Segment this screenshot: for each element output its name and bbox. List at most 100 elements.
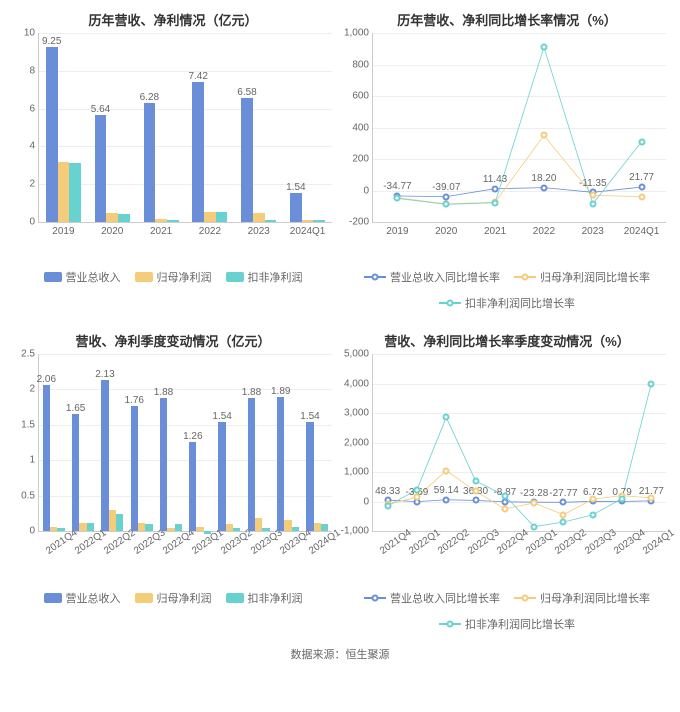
x-tick: 2019 bbox=[386, 222, 408, 237]
chart-grid: 历年营收、净利情况（亿元） 02468102019202020212022202… bbox=[8, 4, 672, 642]
legend-item: 扣非净利润同比增长率 bbox=[439, 616, 575, 632]
legend-swatch-icon bbox=[226, 272, 244, 282]
bar bbox=[218, 422, 225, 531]
line-marker bbox=[413, 494, 420, 501]
line-marker bbox=[384, 502, 391, 509]
line-marker bbox=[589, 192, 596, 199]
y-tick: 600 bbox=[352, 91, 373, 102]
line-marker bbox=[531, 499, 538, 506]
line-marker bbox=[492, 199, 499, 206]
plot-area: -20002004006008001,000201920202021202220… bbox=[342, 33, 672, 263]
value-label: 6.58 bbox=[237, 87, 256, 98]
value-label: 48.33 bbox=[375, 486, 400, 497]
y-tick: 400 bbox=[352, 122, 373, 133]
y-tick: 2 bbox=[29, 179, 39, 190]
bar bbox=[302, 220, 314, 222]
chart-title: 营收、净利季度变动情况（亿元） bbox=[8, 325, 338, 354]
legend-label: 营业总收入 bbox=[66, 269, 121, 285]
y-tick: 1.5 bbox=[21, 419, 39, 430]
bar bbox=[50, 527, 57, 531]
line-marker bbox=[443, 467, 450, 474]
legend-item: 扣非净利润 bbox=[226, 590, 303, 606]
value-label: 1.26 bbox=[183, 431, 202, 442]
line-marker bbox=[589, 200, 596, 207]
value-label: -11.35 bbox=[579, 178, 607, 189]
bar bbox=[277, 397, 284, 531]
bar bbox=[43, 385, 50, 531]
chart-title: 历年营收、净利情况（亿元） bbox=[8, 4, 338, 33]
legend-item: 归母净利润同比增长率 bbox=[514, 590, 650, 606]
chart-title: 营收、净利同比增长率季度变动情况（%） bbox=[342, 325, 672, 354]
x-tick: 2020 bbox=[435, 222, 457, 237]
legend-label: 归母净利润 bbox=[157, 269, 212, 285]
bar bbox=[167, 528, 174, 531]
legend-line-icon bbox=[364, 276, 386, 278]
value-label: 59.14 bbox=[434, 485, 459, 496]
bar bbox=[189, 442, 196, 531]
bar bbox=[69, 163, 81, 222]
legend-label: 营业总收入 bbox=[66, 590, 121, 606]
value-label: 1.88 bbox=[242, 387, 261, 398]
legend-label: 营业总收入同比增长率 bbox=[390, 590, 500, 606]
line-marker bbox=[501, 492, 508, 499]
line-marker bbox=[560, 519, 567, 526]
y-tick: 3,000 bbox=[344, 408, 373, 419]
y-tick: 2 bbox=[29, 384, 39, 395]
line-marker bbox=[638, 193, 645, 200]
bar bbox=[101, 380, 108, 531]
legend-line-icon bbox=[364, 597, 386, 599]
legend-line-icon bbox=[514, 597, 536, 599]
value-label: 1.76 bbox=[124, 395, 143, 406]
bar bbox=[116, 514, 123, 531]
bar bbox=[106, 213, 118, 222]
bar bbox=[58, 162, 70, 222]
legend-label: 归母净利润 bbox=[157, 590, 212, 606]
bar bbox=[131, 406, 138, 531]
plot-area: -1,00001,0002,0003,0004,0005,0002021Q420… bbox=[342, 354, 672, 584]
legend: 营业总收入 归母净利润扣非净利润 bbox=[8, 584, 338, 616]
line-marker bbox=[443, 414, 450, 421]
y-tick: 5,000 bbox=[344, 349, 373, 360]
y-tick: 1 bbox=[29, 455, 39, 466]
legend-line-icon bbox=[439, 623, 461, 625]
line-marker bbox=[638, 138, 645, 145]
value-label: 2.13 bbox=[95, 369, 114, 380]
value-label: -23.28 bbox=[520, 488, 548, 499]
bar bbox=[160, 398, 167, 531]
bar bbox=[196, 527, 203, 531]
bar bbox=[321, 524, 328, 531]
value-label: 1.65 bbox=[66, 403, 85, 414]
y-tick: 8 bbox=[29, 65, 39, 76]
line-marker bbox=[589, 511, 596, 518]
line-marker bbox=[492, 185, 499, 192]
bar bbox=[87, 523, 94, 531]
y-tick: 2.5 bbox=[21, 349, 39, 360]
bar bbox=[314, 523, 321, 531]
line-marker bbox=[443, 496, 450, 503]
value-label: 7.42 bbox=[188, 71, 207, 82]
line-marker bbox=[540, 44, 547, 51]
line-marker bbox=[560, 511, 567, 518]
bar bbox=[313, 220, 325, 222]
line-marker bbox=[540, 184, 547, 191]
y-tick: -1,000 bbox=[341, 526, 373, 537]
legend-line-icon bbox=[439, 302, 461, 304]
line-marker bbox=[501, 498, 508, 505]
y-tick: 800 bbox=[352, 59, 373, 70]
bar bbox=[262, 528, 269, 531]
x-tick: 2021 bbox=[484, 222, 506, 237]
x-tick: 2023 bbox=[582, 222, 604, 237]
x-tick: 2022 bbox=[199, 222, 221, 237]
y-tick: 0 bbox=[29, 526, 39, 537]
y-tick: 0 bbox=[363, 185, 373, 196]
legend-label: 营业总收入同比增长率 bbox=[390, 269, 500, 285]
x-tick: 2023 bbox=[248, 222, 270, 237]
value-label: 1.54 bbox=[300, 411, 319, 422]
line-marker bbox=[472, 488, 479, 495]
legend-item: 营业总收入 bbox=[44, 590, 121, 606]
bar bbox=[265, 220, 277, 222]
y-tick: 4,000 bbox=[344, 378, 373, 389]
value-label: -27.77 bbox=[549, 488, 577, 499]
bar bbox=[167, 220, 179, 222]
x-tick: 2024Q1 bbox=[624, 222, 660, 237]
